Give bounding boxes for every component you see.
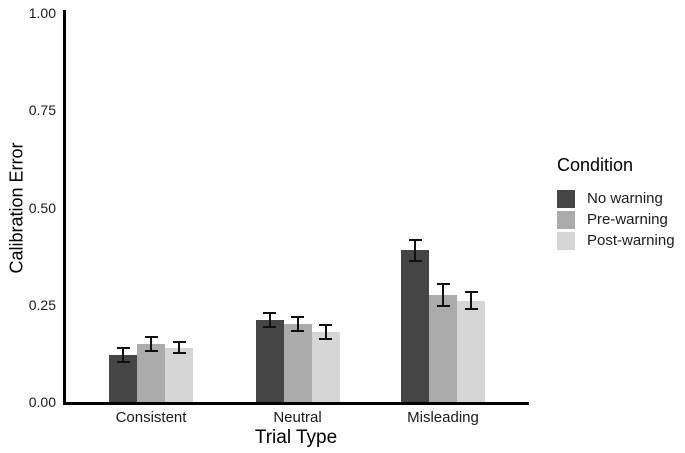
error-bar-stem [414, 239, 416, 261]
error-bar-stem [296, 317, 299, 332]
y-tick-label: 0.75 [28, 102, 56, 119]
error-bar-cap-top [263, 312, 276, 315]
legend-swatch [557, 189, 575, 208]
bar-post-warning [311, 331, 340, 402]
y-tick-label: 1.00 [28, 5, 56, 21]
error-bar-cap-top [144, 335, 158, 338]
bar-pre-warning [429, 295, 457, 402]
legend-label: No warning [587, 190, 663, 207]
legend-label: Post-warning [587, 232, 675, 249]
error-bar-cap-bottom [116, 361, 130, 364]
error-bar-stem [178, 341, 180, 354]
legend-item-post-warning: Post-warning [557, 230, 685, 251]
y-tick-label: 0.25 [28, 296, 56, 313]
bar-pre-warning [283, 324, 312, 402]
legend-title: Condition [557, 155, 634, 175]
error-bar-cap-top [116, 347, 130, 350]
error-bar-cap-top [436, 283, 450, 286]
error-bar-cap-top [319, 323, 332, 326]
x-axis-line [63, 402, 529, 405]
error-bar-stem [470, 292, 472, 310]
y-tick-label: 0.00 [28, 394, 56, 410]
bar-no-warning [401, 250, 429, 402]
x-axis-title: Trial Type [254, 427, 338, 448]
legend-item-pre-warning: Pre-warning [557, 209, 685, 230]
bar-post-warning [165, 347, 193, 402]
legend-items: No warning Pre-warning Post-warning [557, 188, 685, 251]
x-tick-label: Misleading [407, 409, 479, 426]
error-bar-cap-bottom [172, 352, 186, 355]
error-bar-stem [442, 284, 444, 306]
x-tick-label: Consistent [115, 409, 187, 426]
legend-swatch [557, 210, 575, 229]
error-bar-cap-top [408, 238, 422, 241]
legend-label: Pre-warning [587, 211, 668, 228]
error-bar-cap-top [464, 291, 478, 294]
error-bar-stem [150, 336, 152, 351]
error-bar-cap-bottom [464, 308, 478, 311]
bar-post-warning [457, 300, 485, 402]
error-bar-cap-bottom [319, 337, 332, 340]
bar-no-warning [255, 320, 284, 402]
error-bar-stem [268, 313, 271, 328]
error-bar-cap-bottom [436, 304, 450, 307]
legend: Condition No warning Pre-warning Post-warn… [557, 155, 685, 251]
legend-item-no-warning: No warning [557, 188, 685, 209]
error-bar-stem [122, 348, 124, 363]
error-bar-stem [324, 324, 327, 339]
error-bar-cap-bottom [263, 326, 276, 329]
error-bar-cap-bottom [144, 349, 158, 352]
error-bar-cap-bottom [408, 259, 422, 262]
y-tick-label: 0.50 [28, 199, 56, 216]
x-tick-label: Neutral [273, 409, 322, 426]
y-axis-line [63, 10, 66, 405]
error-bar-cap-top [172, 340, 186, 343]
legend-swatch [557, 231, 575, 250]
error-bar-cap-top [291, 316, 304, 319]
bar-pre-warning [137, 343, 165, 402]
error-bar-cap-bottom [291, 330, 304, 333]
